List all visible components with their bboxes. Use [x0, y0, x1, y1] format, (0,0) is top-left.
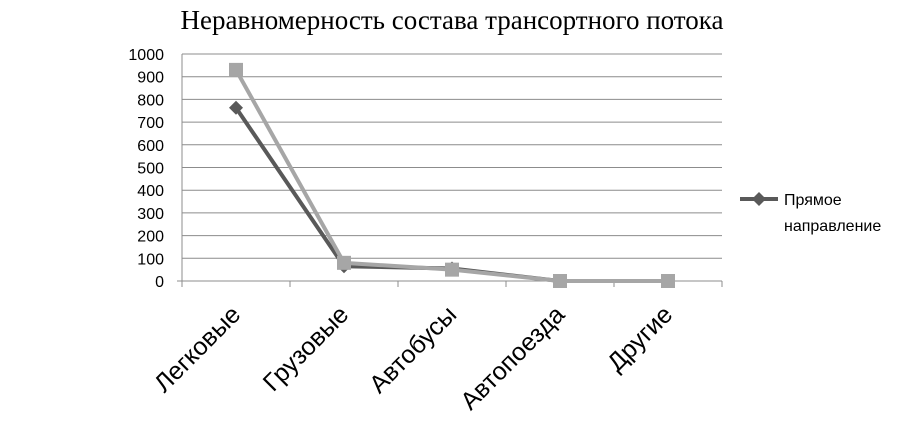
x-tick-label: Автопоезда [455, 300, 570, 415]
axes [177, 54, 723, 287]
y-tick-label: 400 [137, 183, 164, 200]
legend-diamond-icon [752, 192, 766, 206]
data-point-square [445, 262, 459, 277]
x-tick-label: Другие [602, 300, 678, 376]
x-tick-label: Автобусы [364, 300, 462, 398]
gridlines [182, 53, 722, 259]
series-lines [229, 62, 675, 288]
data-point-square [337, 255, 351, 270]
legend-label-line2: направление [784, 218, 881, 235]
series-line [234, 106, 668, 283]
y-tick-label: 700 [137, 115, 164, 132]
series-line [234, 68, 668, 283]
y-axis-tick-labels: 0 100 200 300 400 500 600 700 800 900 1000 [128, 47, 164, 291]
y-tick-label: 900 [137, 70, 164, 87]
x-tick-label: Грузовые [258, 300, 355, 397]
x-tick-label: Легковые [149, 300, 246, 397]
y-tick-label: 100 [137, 251, 164, 268]
y-tick-label: 0 [155, 274, 164, 291]
data-point-square [553, 274, 567, 288]
y-tick-label: 600 [137, 138, 164, 155]
y-tick-label: 200 [137, 229, 164, 246]
data-point-square [229, 62, 243, 77]
y-tick-label: 1000 [128, 47, 164, 64]
legend-label-line1: Прямое [784, 192, 842, 209]
y-tick-label: 800 [137, 92, 164, 109]
legend: Прямое направление [740, 192, 881, 235]
data-point-square [661, 274, 675, 288]
chart-title: Неравномерность состава трансортного пот… [181, 5, 724, 35]
data-point-diamond [229, 100, 243, 115]
y-tick-label: 500 [137, 161, 164, 178]
y-tick-label: 300 [137, 206, 164, 223]
